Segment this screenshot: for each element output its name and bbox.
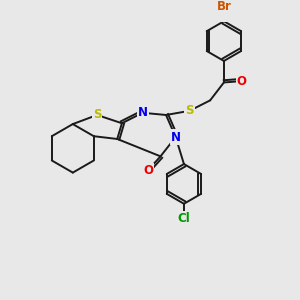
Text: O: O (143, 164, 153, 177)
Text: Cl: Cl (178, 212, 190, 225)
Text: S: S (93, 109, 101, 122)
Text: S: S (185, 104, 194, 117)
Text: O: O (237, 75, 247, 88)
Text: N: N (171, 130, 181, 143)
Text: N: N (138, 106, 148, 119)
Text: Br: Br (217, 0, 231, 14)
